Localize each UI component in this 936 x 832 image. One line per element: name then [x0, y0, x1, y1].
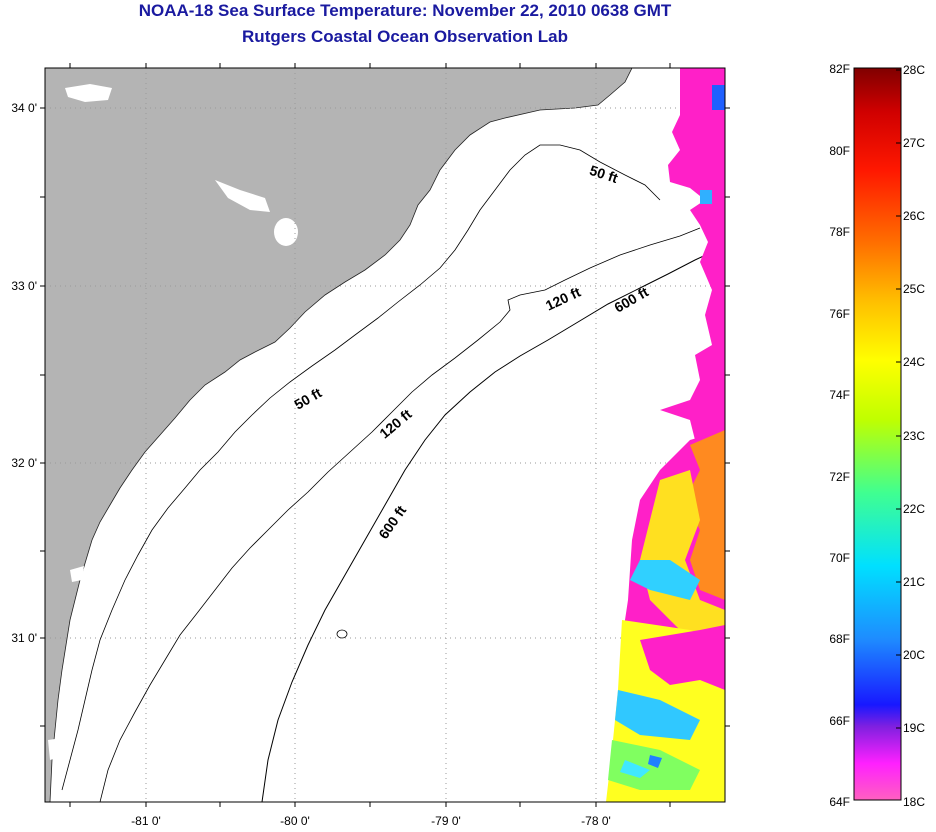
colorbar-f-label: 82F: [829, 62, 850, 76]
colorbar-c-label: 21C: [903, 575, 925, 589]
contour-120ft: [99, 227, 701, 802]
land-mass: [45, 68, 633, 802]
colorbar-c-label: 18C: [903, 795, 925, 809]
colorbar-f-label: 78F: [829, 225, 850, 239]
seamount-contour: [336, 629, 348, 639]
colorbar-c-label: 27C: [903, 136, 925, 150]
lon-label: -80 0': [280, 814, 310, 828]
lat-label: 32 0': [11, 456, 37, 470]
colorbar-f-label: 70F: [829, 551, 850, 565]
lake-marion: [274, 218, 298, 246]
lat-label: 33 0': [11, 279, 37, 293]
map-frame: [44, 67, 726, 803]
colorbar-c-ticks: [896, 69, 901, 801]
map-subtitle: Rutgers Coastal Ocean Observation Lab: [242, 27, 568, 46]
colorbar-f-label: 64F: [829, 795, 850, 809]
contour-50ft: [61, 144, 661, 791]
inland-water-patch: [65, 84, 112, 102]
colorbar-f-labels: 82F 80F 78F 76F 74F 72F 70F 68F 66F 64F: [829, 62, 850, 809]
lon-label: -78 0': [581, 814, 611, 828]
lat-label: 31 0': [11, 631, 37, 645]
colorbar-c-label: 23C: [903, 429, 925, 443]
lon-label: -79 0': [431, 814, 461, 828]
graticule: [45, 68, 725, 802]
colorbar-c-label: 20C: [903, 648, 925, 662]
colorbar-c-label: 28C: [903, 63, 925, 77]
contour-600ft: [261, 245, 725, 802]
lon-label: -81 0': [131, 814, 161, 828]
colorbar-c-labels: 28C 27C 26C 25C 24C 23C 22C 21C 20C 19C …: [903, 63, 925, 809]
longitude-labels: -81 0' -80 0' -79 0' -78 0': [131, 814, 611, 828]
inland-water-patch: [215, 180, 270, 212]
latitude-labels: 34 0' 33 0' 32 0' 31 0': [11, 101, 37, 645]
axis-ticks: [40, 63, 730, 807]
colorbar-c-label: 26C: [903, 209, 925, 223]
colorbar-c-label: 22C: [903, 502, 925, 516]
colorbar-f-label: 68F: [829, 632, 850, 646]
colorbar-f-label: 80F: [829, 144, 850, 158]
colorbar-c-label: 24C: [903, 355, 925, 369]
colorbar-f-label: 74F: [829, 388, 850, 402]
sst-swath: [606, 68, 725, 802]
colorbar: [853, 67, 902, 801]
colorbar-f-label: 72F: [829, 470, 850, 484]
colorbar-c-label: 19C: [903, 721, 925, 735]
map-title: NOAA-18 Sea Surface Temperature: Novembe…: [138, 1, 672, 20]
colorbar-c-label: 25C: [903, 282, 925, 296]
inland-water-patch: [48, 738, 64, 760]
colorbar-f-label: 66F: [829, 714, 850, 728]
colorbar-f-label: 76F: [829, 307, 850, 321]
inland-water-patch: [70, 566, 84, 582]
lat-label: 34 0': [11, 101, 37, 115]
